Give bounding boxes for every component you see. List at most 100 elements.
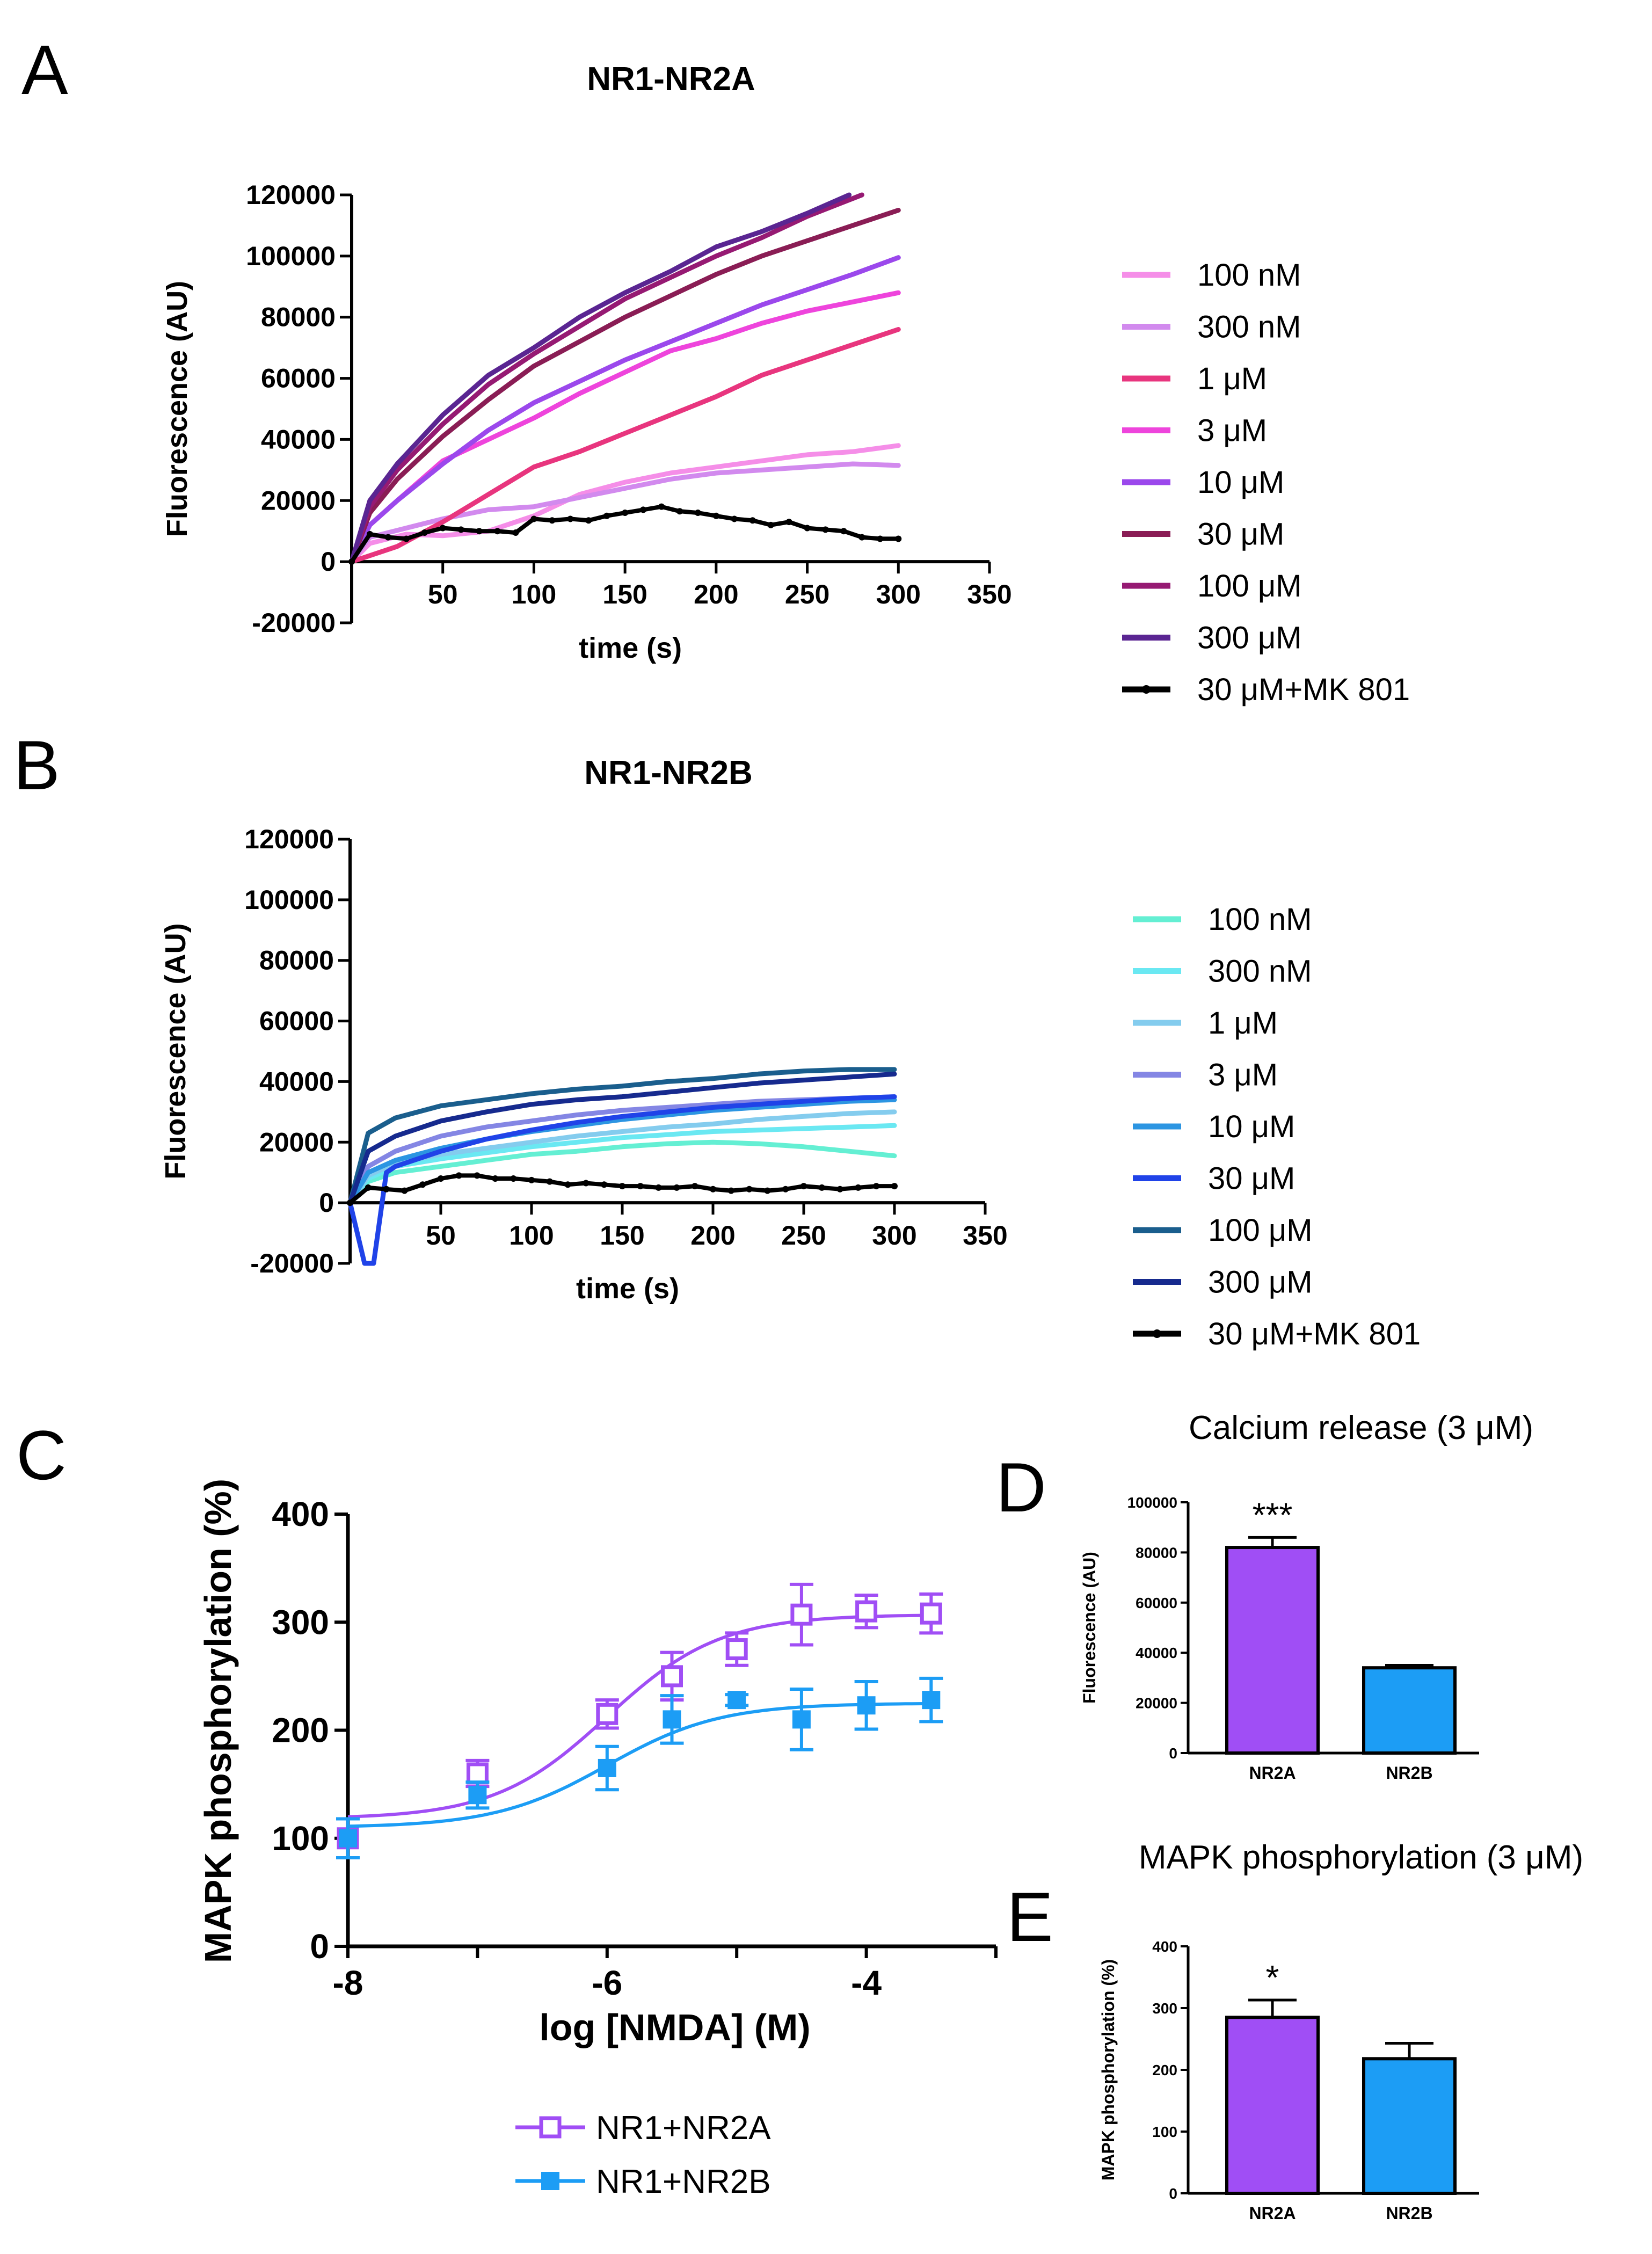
series-point: [836, 1186, 843, 1193]
y-tick-label: 0: [319, 1188, 334, 1218]
x-axis-title: time (s): [576, 1273, 679, 1305]
series-point: [549, 517, 556, 524]
bar-nr2b: [1362, 1666, 1457, 1755]
panel-label-c: C: [16, 1416, 67, 1494]
data-point: [855, 1600, 878, 1623]
legend-label-6: 30 μM: [1208, 1161, 1295, 1196]
series-point: [804, 525, 811, 532]
series-point: [673, 1184, 680, 1191]
legend-label-7: 100 μM: [1208, 1213, 1313, 1248]
data-point: [596, 1703, 618, 1725]
legend-label-3: 1 μM: [1208, 1006, 1278, 1041]
y-tick-label: 60000: [259, 1006, 334, 1036]
y-tick-label: -20000: [250, 1248, 334, 1278]
y-axis-title: MAPK phosphorylation (%): [1098, 1959, 1118, 2180]
series-line-6: [347, 1094, 897, 1266]
x-tick-label: 100: [509, 1220, 554, 1250]
y-axis-title: Fluorescence (AU): [159, 923, 192, 1179]
series-point: [767, 521, 774, 528]
legend-label-2: 300 nM: [1197, 310, 1301, 345]
y-tick-label: 80000: [261, 302, 336, 332]
series-line-5: [349, 255, 901, 564]
legend-label-2: NR1+NR2B: [596, 2163, 771, 2200]
series-line-8: [347, 1071, 897, 1205]
legend-marker: [539, 2116, 562, 2139]
series-point: [818, 1184, 825, 1191]
significance-marker: ***: [1253, 1495, 1293, 1534]
series-point: [384, 534, 391, 541]
data-point: [727, 1691, 746, 1710]
panel-label-a: A: [21, 31, 68, 109]
bar-nr2b: [1362, 2057, 1457, 2195]
chart-title: Calcium release (3 μM): [1189, 1409, 1533, 1446]
series-point: [438, 1175, 444, 1182]
data-point: [857, 1696, 876, 1715]
x-tick-label: 350: [967, 579, 1011, 609]
legend-label-9: 30 μM+MK 801: [1197, 672, 1410, 707]
data-point: [790, 1603, 813, 1626]
series-point: [710, 1186, 716, 1193]
y-tick-label: 300: [272, 1603, 329, 1641]
data-point: [792, 1710, 811, 1729]
y-tick-label: 20000: [259, 1127, 334, 1157]
series-line-7: [347, 1067, 897, 1205]
series-line-8: [349, 192, 852, 564]
y-tick-label: 20000: [1136, 1695, 1177, 1712]
series-point: [603, 512, 610, 519]
data-point: [661, 1665, 683, 1688]
panel-label-e: E: [1007, 1878, 1053, 1956]
y-tick-label: 20000: [261, 485, 336, 515]
bar-nr2a: [1225, 2016, 1320, 2195]
data-point: [339, 1829, 357, 1848]
y-tick-label: 40000: [259, 1066, 334, 1096]
series-point: [476, 528, 483, 535]
y-tick-label: 0: [310, 1927, 329, 1966]
y-tick-label: -20000: [252, 608, 336, 638]
data-point: [598, 1758, 616, 1777]
y-tick-label: 0: [1169, 2185, 1177, 2202]
series-point: [421, 529, 428, 536]
x-tick-label: NR2B: [1386, 1763, 1432, 1783]
series-point: [419, 1181, 426, 1188]
series-line-7: [349, 192, 864, 564]
panel-b: NR1-NR2B -20000 0 20000 40000 60000 80000 10000…: [159, 754, 1421, 1351]
fit-curve-1: [347, 1613, 931, 1819]
series-point: [512, 529, 519, 536]
legend-marker: [1153, 1329, 1161, 1338]
series-line-5: [347, 1097, 897, 1205]
x-tick-label: NR2A: [1249, 2204, 1296, 2223]
series-point: [727, 1187, 734, 1194]
y-tick-label: 120000: [246, 180, 336, 210]
legend-label-7: 100 μM: [1197, 569, 1302, 604]
legend-label-5: 10 μM: [1208, 1109, 1295, 1144]
series-point: [800, 1183, 807, 1190]
series-point: [365, 1184, 372, 1191]
x-tick-label: -6: [592, 1964, 622, 2002]
y-tick-label: 40000: [1136, 1645, 1177, 1661]
data-point: [920, 1602, 942, 1625]
series-point: [510, 1175, 517, 1182]
panel-label-b: B: [13, 726, 60, 804]
series-point: [891, 1183, 898, 1190]
legend-label-4: 3 μM: [1208, 1058, 1278, 1093]
series-point: [492, 1175, 499, 1182]
x-tick-label: 300: [876, 579, 921, 609]
x-tick-label: -4: [851, 1964, 882, 2002]
series-point: [366, 530, 373, 537]
data-point: [725, 1638, 748, 1661]
series-line-2: [349, 461, 901, 564]
series-point: [764, 1187, 771, 1194]
x-tick-label: 150: [600, 1220, 644, 1250]
legend-label-4: 3 μM: [1197, 413, 1267, 448]
series-point: [383, 1186, 390, 1193]
y-tick-label: 0: [1169, 1745, 1177, 1762]
legend-label-6: 30 μM: [1197, 517, 1284, 552]
y-tick-label: 200: [272, 1711, 329, 1750]
y-tick-label: 100: [1152, 2124, 1177, 2140]
series-point: [567, 515, 574, 522]
series-line-6: [349, 208, 901, 564]
x-tick-label: NR2A: [1249, 1763, 1296, 1783]
y-axis-title: Fluorescence (AU): [161, 281, 193, 537]
y-tick-label: 100000: [1127, 1494, 1177, 1511]
series-line-1: [347, 1139, 897, 1205]
